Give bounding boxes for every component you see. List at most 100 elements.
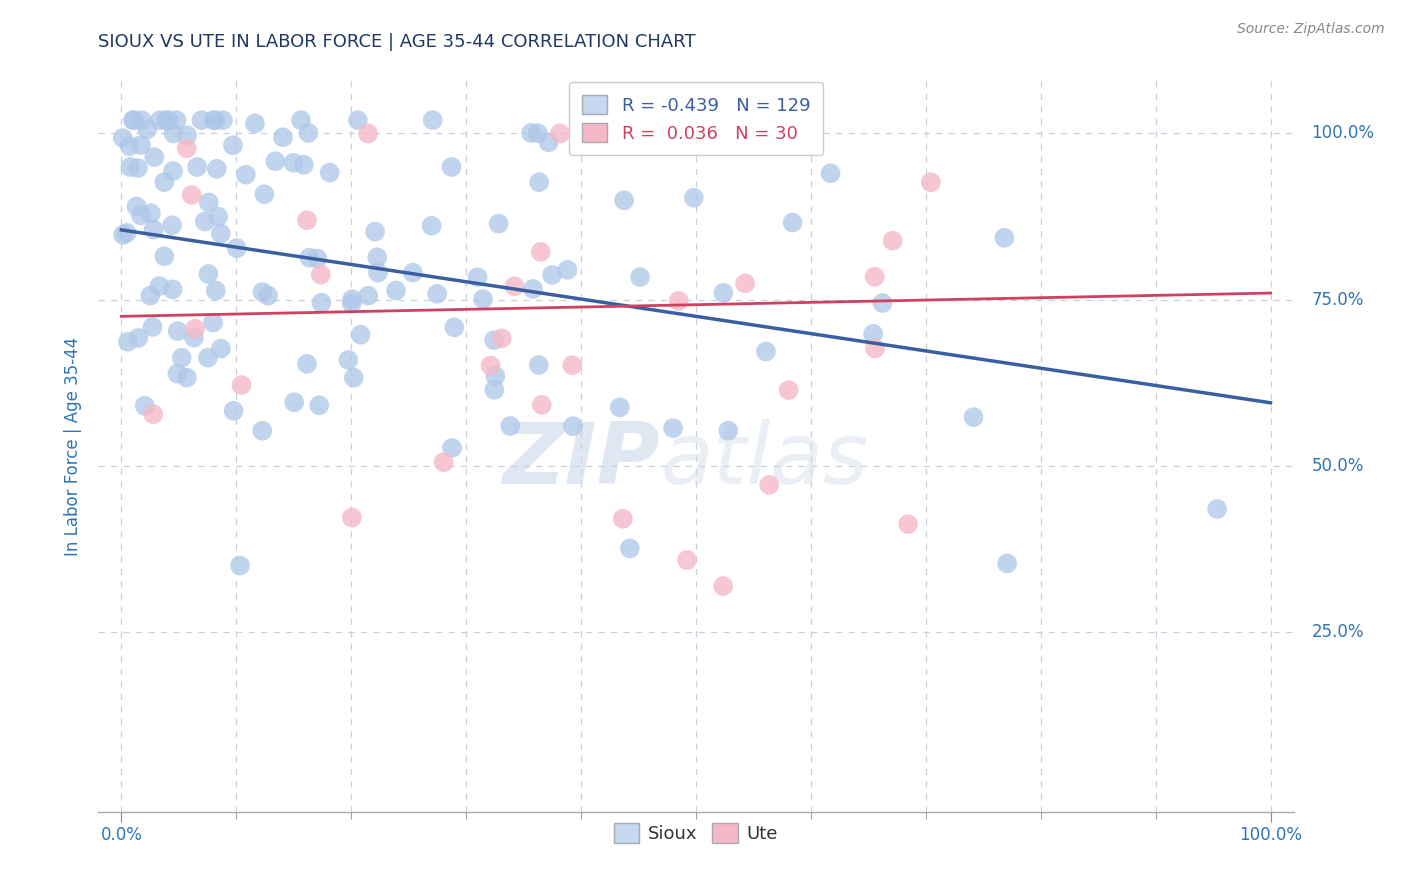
- Point: [148, 279, 170, 293]
- Point: [995, 557, 1018, 571]
- Point: [717, 424, 740, 438]
- Point: [440, 160, 463, 174]
- Point: [537, 136, 560, 150]
- Point: [162, 282, 184, 296]
- Point: [176, 141, 198, 155]
- Point: [628, 270, 651, 285]
- Point: [755, 344, 778, 359]
- Point: [155, 113, 177, 128]
- Point: [527, 126, 550, 140]
- Text: atlas: atlas: [661, 419, 868, 502]
- Point: [443, 320, 465, 334]
- Point: [569, 127, 592, 141]
- Point: [122, 113, 145, 128]
- Point: [562, 419, 585, 434]
- Point: [202, 113, 225, 128]
- Point: [166, 113, 188, 128]
- Point: [872, 296, 894, 310]
- Point: [295, 213, 318, 227]
- Point: [441, 441, 464, 455]
- Text: Source: ZipAtlas.com: Source: ZipAtlas.com: [1237, 22, 1385, 37]
- Point: [264, 154, 287, 169]
- Point: [682, 191, 704, 205]
- Point: [993, 231, 1015, 245]
- Point: [367, 266, 389, 280]
- Point: [190, 113, 212, 128]
- Point: [530, 398, 553, 412]
- Point: [235, 168, 257, 182]
- Point: [205, 161, 228, 176]
- Point: [402, 266, 425, 280]
- Point: [115, 226, 138, 240]
- Legend: Sioux, Ute: Sioux, Ute: [607, 816, 785, 850]
- Text: 25.0%: 25.0%: [1312, 624, 1364, 641]
- Point: [117, 334, 139, 349]
- Point: [162, 127, 184, 141]
- Point: [143, 150, 166, 164]
- Point: [176, 128, 198, 143]
- Point: [205, 284, 228, 298]
- Point: [309, 268, 332, 282]
- Point: [613, 194, 636, 208]
- Point: [186, 160, 208, 174]
- Point: [318, 166, 340, 180]
- Point: [488, 217, 510, 231]
- Point: [139, 206, 162, 220]
- Point: [166, 324, 188, 338]
- Text: SIOUX VS UTE IN LABOR FORCE | AGE 35-44 CORRELATION CHART: SIOUX VS UTE IN LABOR FORCE | AGE 35-44 …: [98, 33, 696, 51]
- Point: [295, 357, 318, 371]
- Point: [491, 331, 513, 345]
- Point: [297, 126, 319, 140]
- Point: [484, 383, 506, 397]
- Point: [204, 113, 226, 128]
- Point: [679, 113, 702, 128]
- Point: [962, 410, 984, 425]
- Point: [153, 175, 176, 189]
- Point: [619, 541, 641, 556]
- Point: [366, 250, 388, 264]
- Point: [385, 284, 408, 298]
- Point: [253, 187, 276, 202]
- Point: [184, 321, 207, 335]
- Point: [673, 136, 696, 150]
- Point: [920, 175, 942, 189]
- Point: [782, 215, 804, 229]
- Point: [118, 139, 141, 153]
- Y-axis label: In Labor Force | Age 35-44: In Labor Force | Age 35-44: [65, 336, 83, 556]
- Point: [209, 227, 232, 241]
- Point: [548, 127, 571, 141]
- Point: [713, 285, 735, 300]
- Point: [467, 270, 489, 285]
- Point: [120, 160, 142, 174]
- Point: [862, 326, 884, 341]
- Point: [142, 407, 165, 421]
- Point: [271, 130, 294, 145]
- Point: [676, 553, 699, 567]
- Point: [541, 268, 564, 282]
- Point: [212, 113, 235, 128]
- Point: [758, 478, 780, 492]
- Point: [557, 263, 579, 277]
- Point: [183, 330, 205, 344]
- Text: 100.0%: 100.0%: [1312, 125, 1375, 143]
- Point: [340, 296, 363, 310]
- Point: [863, 342, 886, 356]
- Point: [482, 333, 505, 347]
- Point: [207, 210, 229, 224]
- Point: [283, 155, 305, 169]
- Point: [350, 327, 373, 342]
- Point: [308, 398, 330, 412]
- Point: [342, 292, 364, 306]
- Point: [357, 289, 380, 303]
- Point: [711, 579, 734, 593]
- Point: [139, 288, 162, 302]
- Point: [170, 351, 193, 365]
- Point: [364, 225, 387, 239]
- Point: [668, 293, 690, 308]
- Point: [166, 367, 188, 381]
- Point: [202, 316, 225, 330]
- Point: [420, 219, 443, 233]
- Point: [127, 161, 149, 175]
- Point: [337, 353, 360, 368]
- Point: [197, 195, 219, 210]
